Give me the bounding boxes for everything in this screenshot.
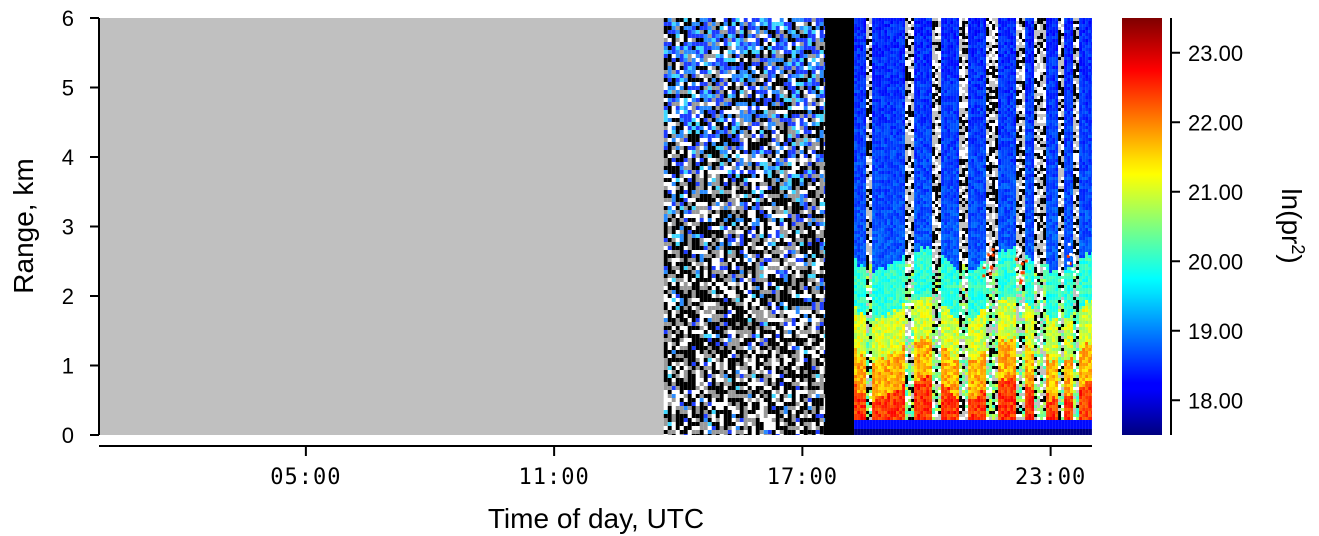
colorbar-label: ln(pr2): [1276, 188, 1308, 263]
x-tick-label: 11:00: [519, 465, 590, 490]
signal-region: [854, 18, 1092, 435]
colorbar-tick-label: 18.00: [1188, 388, 1243, 413]
colorbar-tick-label: 20.00: [1188, 249, 1243, 274]
colorbar-gradient: [1122, 18, 1162, 435]
no-data-region: [99, 18, 664, 435]
y-tick-label: 6: [62, 6, 74, 31]
y-axis-label: Range, km: [8, 158, 39, 293]
x-axis-label: Time of day, UTC: [488, 503, 704, 534]
x-tick-label: 17:00: [767, 465, 838, 490]
y-tick-label: 3: [62, 215, 74, 240]
noise-region: [663, 18, 828, 435]
x-tick-label: 05:00: [270, 465, 341, 490]
y-tick-label: 5: [62, 76, 74, 101]
heatmap-plot-area: [99, 18, 1092, 435]
y-tick-label: 4: [62, 145, 74, 170]
x-tick-label: 23:00: [1015, 465, 1086, 490]
colorbar-tick-label: 22.00: [1188, 110, 1243, 135]
y-tick-label: 1: [62, 354, 74, 379]
colorbar-tick-label: 19.00: [1188, 319, 1243, 344]
colorbar-tick-label: 23.00: [1188, 41, 1243, 66]
colorbar-tick-label: 21.00: [1188, 180, 1243, 205]
dark-region: [825, 18, 855, 435]
x-axis: 05:00 11:00 17:00 23:00: [99, 445, 1092, 490]
colorbar: 18.00 19.00 20.00 21.00 22.00 23.00 ln(pr2): [1122, 18, 1308, 435]
y-axis: 0 1 2 3 4 5 6: [62, 6, 100, 448]
y-tick-label: 0: [62, 423, 74, 448]
y-tick-label: 2: [62, 284, 74, 309]
